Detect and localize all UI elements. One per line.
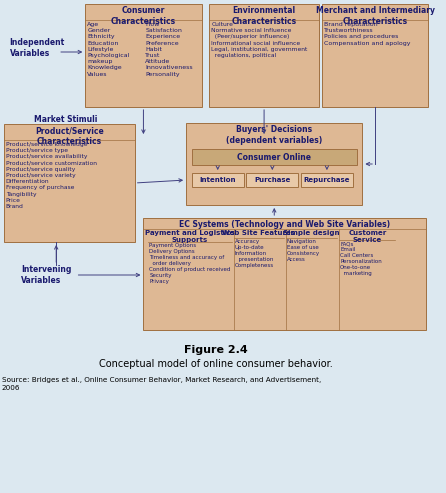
Text: Product/service knowledge
Product/service type
Product/service availability
Prod: Product/service knowledge Product/servic… [6,142,97,209]
Text: Consumer
Characteristics: Consumer Characteristics [111,6,176,26]
Text: Web Site Features: Web Site Features [222,230,295,236]
Text: Buyers' Decisions
(dependent variables): Buyers' Decisions (dependent variables) [226,125,322,145]
Text: Payment and Logistics
Supports: Payment and Logistics Supports [145,230,235,243]
Text: Customer
Service: Customer Service [348,230,386,243]
Text: Accuracy
Up-to-date
Information
  presentation
Completeness: Accuracy Up-to-date Information presenta… [235,239,274,268]
Text: Merchant and Intermediary
Characteristics: Merchant and Intermediary Characteristic… [316,6,434,26]
Bar [192,173,244,187]
Bar [144,218,426,330]
Text: Repurchase: Repurchase [304,177,350,183]
Bar [247,173,298,187]
Text: Intervening
Variables: Intervening Variables [21,265,72,285]
Bar [322,4,428,107]
Text: Culture
Normative social Influence
  (Peer/superior influence)
Informational soc: Culture Normative social Influence (Peer… [211,22,308,58]
Text: Intention: Intention [199,177,236,183]
Text: Market Stimuli: Market Stimuli [34,115,98,124]
Text: Consumer Online: Consumer Online [237,152,311,162]
Text: Purchase: Purchase [254,177,290,183]
Text: Navigation
Ease of use
Consistency
Access: Navigation Ease of use Consistency Acces… [287,239,320,262]
Text: Brand reputation
Trustworthiness
Policies and procedures
Compensation and apolog: Brand reputation Trustworthiness Policie… [324,22,410,45]
Bar [301,173,353,187]
Bar [85,4,202,107]
Bar [209,4,319,107]
Text: Product/Service
Characteristics: Product/Service Characteristics [35,126,103,146]
Text: Simple design: Simple design [283,230,340,236]
Bar [186,123,363,205]
Text: Age
Gender
Ethnicity
Education
Lifestyle
Psychological
makeup
Knowledge
Values: Age Gender Ethnicity Education Lifestyle… [87,22,130,76]
Text: FAQs
Email
Call Centers
Personalization
One-to-one
  marketing: FAQs Email Call Centers Personalization … [340,241,382,276]
Text: Source: Bridges et al., Online Consumer Behavior, Market Research, and Advertise: Source: Bridges et al., Online Consumer … [2,377,321,390]
Text: EC Systems (Technology and Web Site Variables): EC Systems (Technology and Web Site Vari… [179,220,391,229]
Text: Payment Options
Delivery Options
Timeliness and accuracy of
  order delivery
Con: Payment Options Delivery Options Timelin… [149,243,231,284]
Bar [4,124,135,242]
Text: Figure 2.4: Figure 2.4 [184,345,248,355]
Text: Conceptual model of online consumer behavior.: Conceptual model of online consumer beha… [99,359,333,369]
Text: Environmental
Characteristics: Environmental Characteristics [231,6,297,26]
Text: Flow
Satisfaction
Experience
Preference
Habit
Trust
Attitude
Innovativeness
Pers: Flow Satisfaction Experience Preference … [145,22,193,76]
Bar [192,149,357,165]
Text: Independent
Variables: Independent Variables [10,38,65,58]
